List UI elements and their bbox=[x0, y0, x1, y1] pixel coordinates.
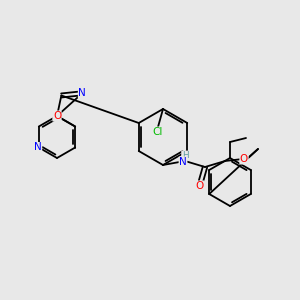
Text: O: O bbox=[240, 154, 248, 164]
Text: H: H bbox=[182, 151, 188, 160]
Text: N: N bbox=[34, 142, 42, 152]
Text: Cl: Cl bbox=[153, 127, 163, 137]
Text: O: O bbox=[53, 111, 61, 121]
Text: N: N bbox=[179, 157, 187, 167]
Text: N: N bbox=[78, 88, 86, 98]
Text: O: O bbox=[196, 181, 204, 191]
